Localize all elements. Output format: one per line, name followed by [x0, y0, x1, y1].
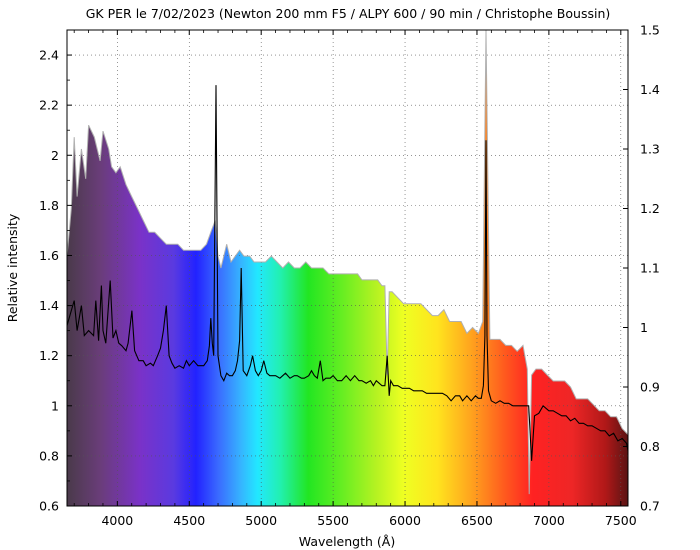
plot-area: [66, 29, 629, 507]
y2-tick-label: 0.9: [640, 380, 660, 395]
y-axis-left: 0.6 0.8 1 1.2 1.4 1.6 1.8 2 2.2 2.4: [39, 48, 72, 514]
y-axis-right: 0.7 0.8 0.9 1 1.1 1.2 1.3 1.4 1.5: [623, 23, 660, 514]
chart-title: GK PER le 7/02/2023 (Newton 200 mm F5 / …: [86, 6, 611, 21]
y-tick-label: 1: [51, 398, 59, 413]
x-tick-label: 6000: [389, 513, 421, 528]
y-axis-label: Relative intensity: [5, 213, 20, 322]
y2-tick-label: 1.5: [640, 23, 660, 38]
y-tick-label: 0.6: [39, 499, 59, 514]
x-tick-label: 7500: [605, 513, 637, 528]
y-tick-label: 1.4: [39, 298, 59, 313]
x-tick-label: 7000: [533, 513, 565, 528]
x-tick-label: 4000: [101, 513, 133, 528]
spectrum-color-fill: [67, 30, 628, 506]
y-tick-label: 0.8: [39, 448, 59, 463]
x-tick-label: 6500: [461, 513, 493, 528]
y-tick-label: 2.2: [39, 98, 59, 113]
x-axis: 4000 4500 5000 5500 6000 6500 7000 7500: [73, 30, 637, 528]
y-tick-label: 2: [51, 148, 59, 163]
x-tick-label: 5000: [245, 513, 277, 528]
y2-tick-label: 1.4: [640, 82, 660, 97]
y2-tick-label: 0.7: [640, 499, 660, 514]
x-axis-label: Wavelength (Å): [299, 534, 395, 549]
series-line-black: [67, 85, 628, 461]
y-tick-label: 1.8: [39, 198, 59, 213]
y2-tick-label: 1.1: [640, 261, 660, 276]
y2-tick-label: 0.8: [640, 439, 660, 454]
y2-tick-label: 1.2: [640, 201, 660, 216]
y2-tick-label: 1: [640, 320, 648, 335]
series-line-gray: [67, 30, 628, 495]
y-tick-label: 2.4: [39, 48, 59, 63]
x-tick-label: 5500: [317, 513, 349, 528]
y-tick-label: 1.2: [39, 348, 59, 363]
y-tick-label: 1.6: [39, 248, 59, 263]
y2-tick-label: 1.3: [640, 142, 660, 157]
x-tick-label: 4500: [173, 513, 205, 528]
